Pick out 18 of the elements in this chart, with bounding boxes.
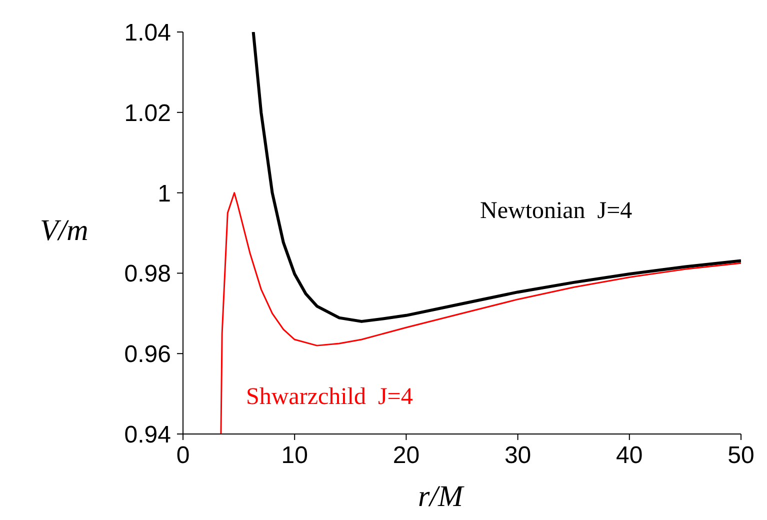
x-tick-label: 10 xyxy=(281,442,308,470)
line-series xyxy=(252,32,741,323)
x-tick-label: 20 xyxy=(392,442,420,470)
line-series xyxy=(220,192,741,434)
x-tick-label: 50 xyxy=(728,442,754,470)
y-tick-label: 1 xyxy=(158,180,171,208)
series-label: Shwarzchild J=4 xyxy=(246,384,413,411)
y-axis-title: V/m xyxy=(40,214,88,248)
x-tick-label: 0 xyxy=(176,442,190,470)
x-axis-title: r/M xyxy=(418,480,463,514)
x-tick-label: 30 xyxy=(504,442,532,470)
y-tick-label: 0.96 xyxy=(124,341,171,368)
y-tick-label: 0.94 xyxy=(124,422,171,449)
y-tick-label: 0.98 xyxy=(124,260,171,288)
y-tick-label: 1.04 xyxy=(124,20,171,47)
text: Newtonian J=4 xyxy=(480,198,632,225)
y-tick-label: 1.02 xyxy=(124,100,171,127)
x-tick-label: 40 xyxy=(616,442,643,470)
